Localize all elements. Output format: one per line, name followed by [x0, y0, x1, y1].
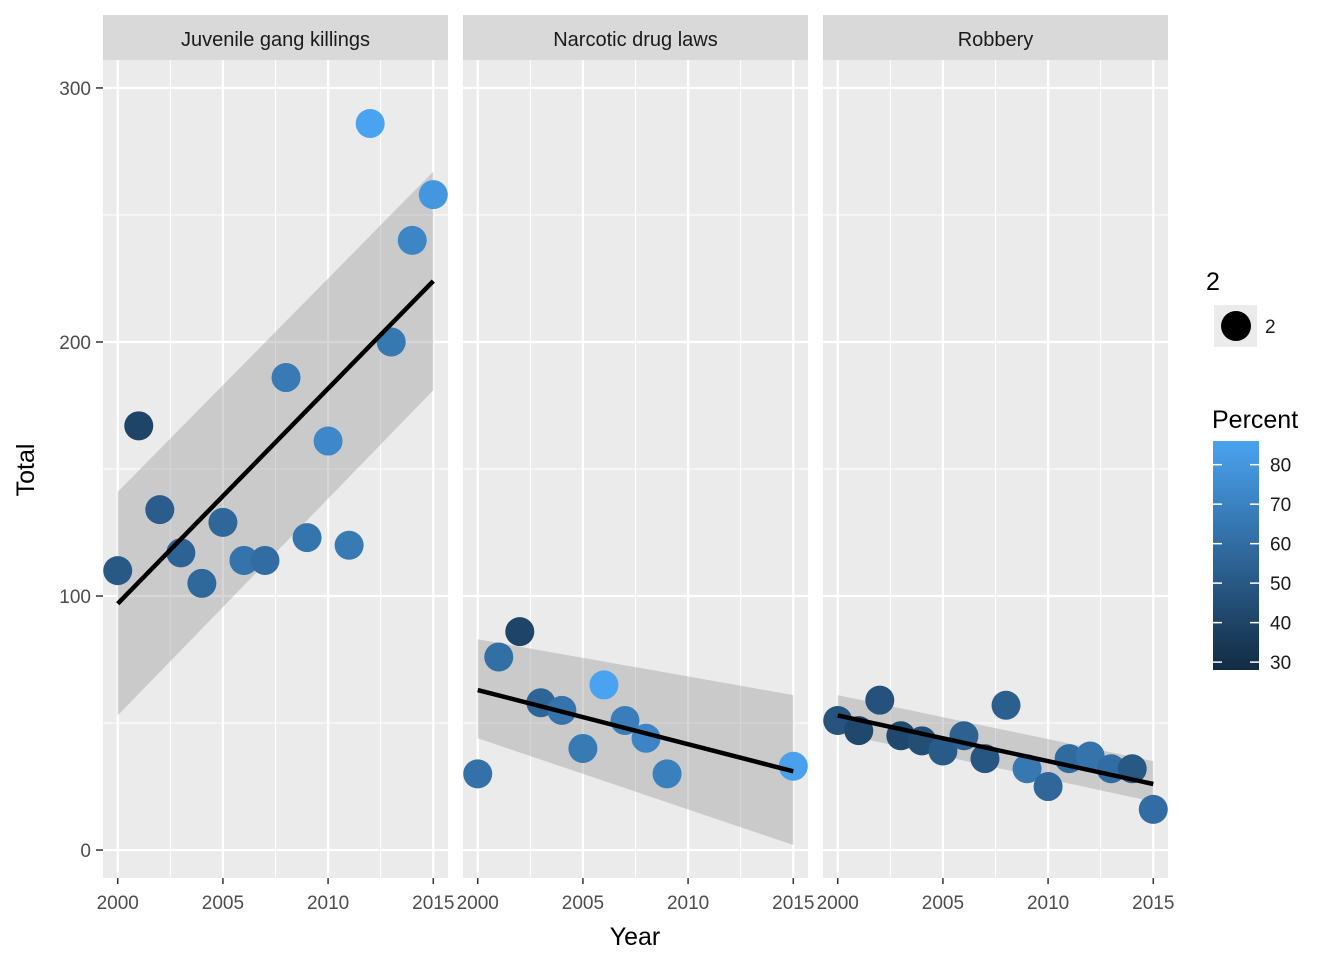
y-tick-label: 100: [59, 587, 91, 608]
facet-panel: Juvenile gang killings 2000 2005 2010 2015: [97, 15, 454, 914]
size-legend-label: 2: [1265, 317, 1276, 338]
data-point: [1012, 754, 1042, 784]
x-tick-label: 2010: [667, 893, 709, 914]
trend-line: [116, 279, 435, 606]
x-tick-label: 2015: [772, 893, 814, 914]
data-point: [652, 759, 682, 789]
data-point: [313, 426, 343, 456]
facet-panel: Narcotic drug laws 2000 2005 2010 2015: [457, 15, 814, 914]
color-legend-label: 40: [1270, 614, 1291, 635]
data-point: [463, 759, 493, 789]
data-point: [928, 736, 958, 766]
data-point: [397, 225, 427, 255]
color-legend-label: 70: [1270, 495, 1291, 516]
x-tick-label: 2000: [97, 893, 139, 914]
data-point: [970, 744, 1000, 774]
color-legend-label: 80: [1270, 456, 1291, 477]
data-point: [865, 685, 895, 715]
facet-strip-label: Robbery: [958, 29, 1034, 51]
size-legend-title: 2: [1206, 268, 1220, 296]
data-point: [208, 507, 238, 537]
data-point: [1138, 794, 1168, 824]
data-point: [568, 733, 598, 763]
data-point: [166, 538, 196, 568]
y-axis-title: Total: [12, 444, 40, 497]
x-tick-label: 2015: [412, 893, 454, 914]
y-axis: 0 100 200 300: [59, 79, 103, 862]
y-tick-label: 300: [59, 79, 91, 100]
data-point: [991, 690, 1021, 720]
data-point: [505, 617, 535, 647]
size-legend: 2 2: [1206, 268, 1276, 347]
data-point: [103, 556, 133, 586]
data-point: [1075, 741, 1105, 771]
facet-strip: [823, 15, 1168, 60]
trend-line: [477, 687, 794, 774]
x-tick-label: 2010: [1027, 893, 1069, 914]
data-point: [778, 751, 808, 781]
data-point: [145, 495, 175, 525]
x-tick-label: 2005: [922, 893, 964, 914]
facet-strip-label: Juvenile gang killings: [181, 29, 370, 51]
data-point: [334, 530, 364, 560]
x-tick-label: 2005: [562, 893, 604, 914]
data-point: [187, 568, 217, 598]
x-axis-title: Year: [610, 923, 661, 951]
color-legend-title: Percent: [1212, 406, 1298, 434]
x-tick-label: 2000: [457, 893, 499, 914]
data-point: [376, 327, 406, 357]
data-point: [250, 545, 280, 575]
color-legend-bar: [1213, 441, 1259, 670]
data-point: [124, 411, 154, 441]
data-point: [589, 670, 619, 700]
y-tick-label: 200: [59, 333, 91, 354]
y-tick-label: 0: [80, 841, 91, 862]
x-tick-label: 2000: [817, 893, 859, 914]
trend-line: [837, 713, 1154, 787]
color-legend-label: 60: [1270, 535, 1291, 556]
data-point: [292, 523, 322, 553]
color-legend: Percent 80 70 60 50 40 30: [1212, 406, 1298, 674]
x-tick-label: 2010: [307, 893, 349, 914]
x-tick-label: 2005: [202, 893, 244, 914]
data-point: [271, 363, 301, 393]
facet-strip-label: Narcotic drug laws: [553, 29, 718, 51]
data-point: [1033, 772, 1063, 802]
facet-strip: [463, 15, 808, 60]
color-legend-label: 50: [1270, 574, 1291, 595]
data-point: [418, 180, 448, 210]
x-tick-label: 2015: [1132, 893, 1174, 914]
color-legend-label: 30: [1270, 653, 1291, 674]
data-point: [355, 109, 385, 139]
facet-strip: [103, 15, 448, 60]
facet-panel: Robbery 2000 2005 2010 2015: [817, 15, 1174, 914]
size-legend-dot: [1221, 311, 1251, 341]
data-point: [484, 642, 514, 672]
data-point: [229, 545, 259, 575]
